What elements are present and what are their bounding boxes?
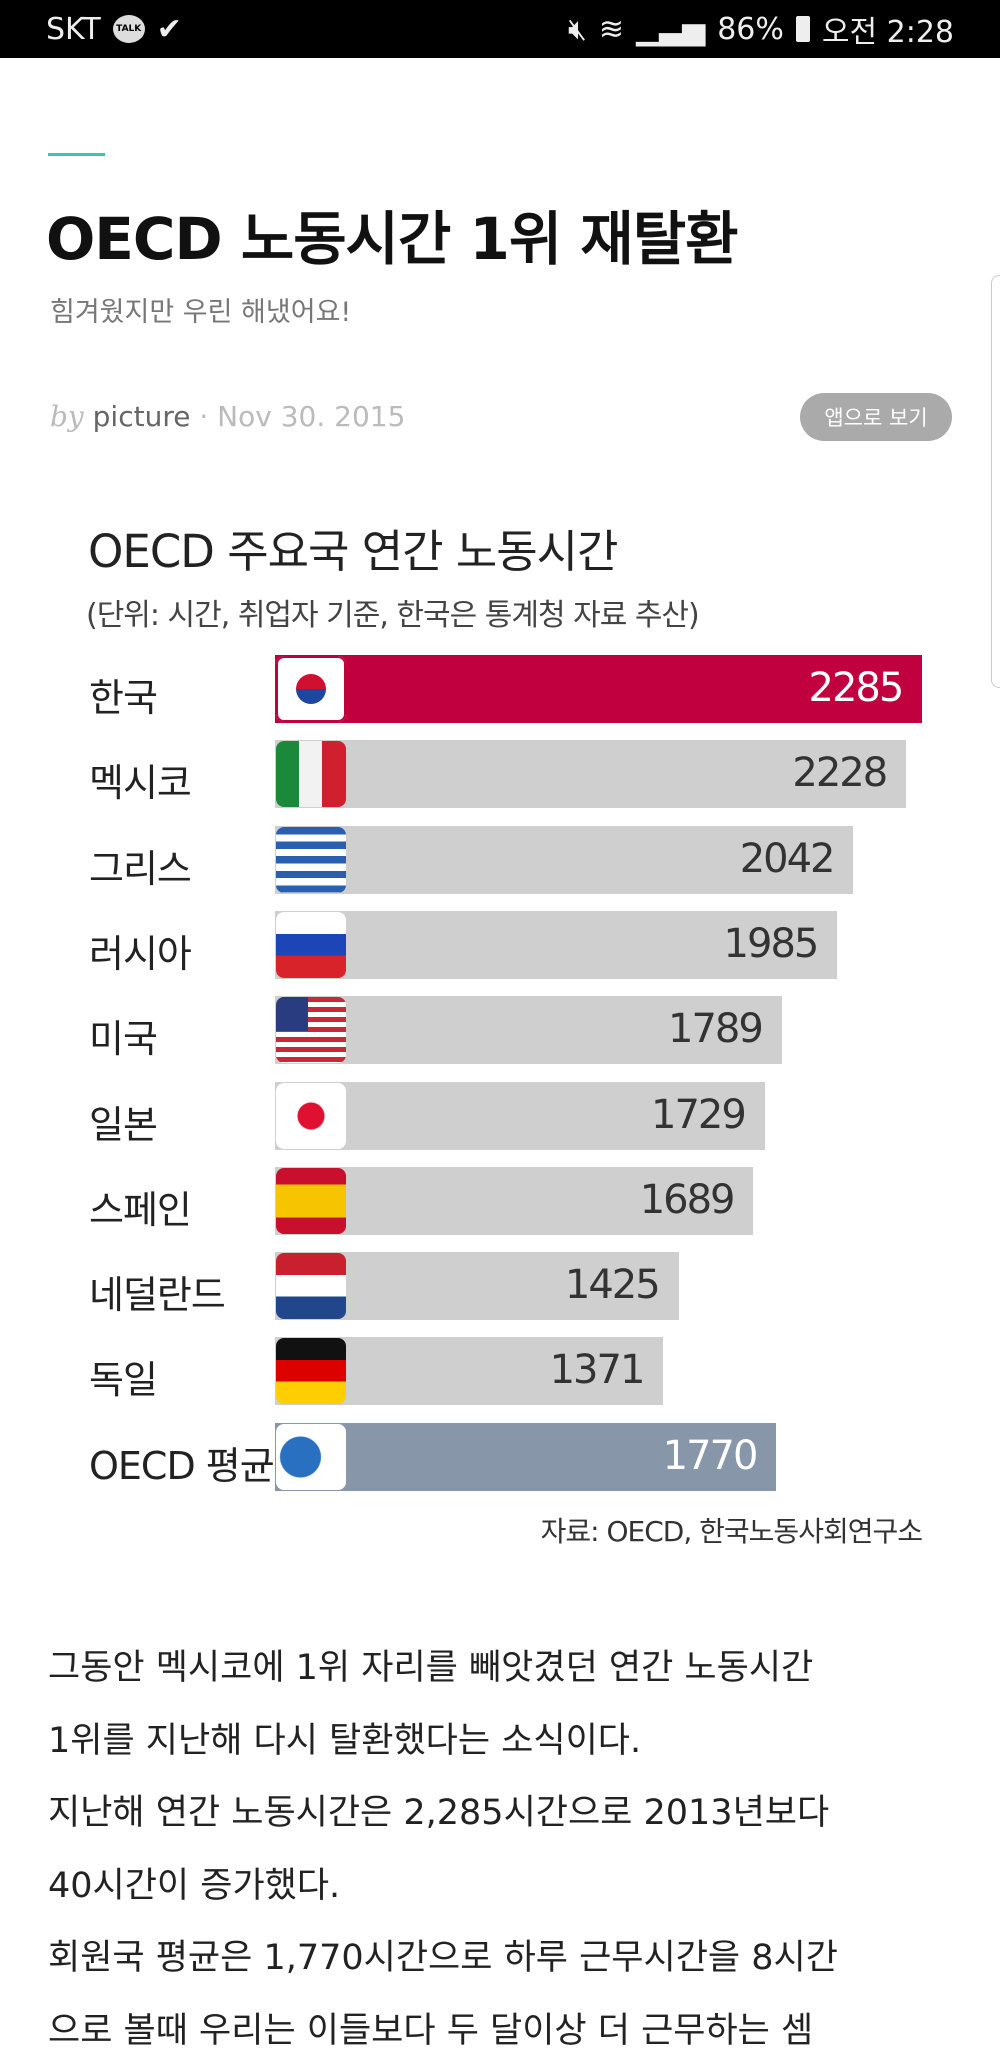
mexico-flag-icon — [276, 741, 346, 807]
bar-usa: 1789 — [275, 996, 782, 1064]
category-label: OECD 평균 — [89, 1435, 274, 1490]
article-title: OECD 노동시간 1위 재탈환 — [46, 192, 737, 276]
bar-row: 한국 2285 — [0, 655, 1000, 725]
bar-value-label: 1789 — [668, 1006, 762, 1052]
bar-row: 네덜란드 1425 — [0, 1252, 1000, 1322]
byline: by picture · Nov 30. 2015 — [50, 400, 405, 433]
bar-oecd: 1770 — [275, 1423, 776, 1491]
body-line: 지난해 연간 노동시간은 2,285시간으로 2013년보다 — [48, 1777, 968, 1850]
russia-flag-icon — [276, 912, 346, 978]
chart-title: OECD 주요국 연간 노동시간 — [88, 515, 617, 580]
wifi-icon: ≋ — [599, 12, 624, 47]
article-subtitle: 힘겨웠지만 우린 해냈어요! — [50, 290, 351, 329]
category-label: 일본 — [89, 1094, 157, 1149]
kakaotalk-icon: TALK — [113, 15, 145, 43]
chart-source: 자료: OECD, 한국노동사회연구소 — [541, 1510, 922, 1550]
japan-flag-icon — [276, 1083, 346, 1149]
category-label: 스페인 — [89, 1179, 191, 1234]
scrollbar[interactable] — [991, 275, 1000, 688]
body-line: 40시간이 증가했다. — [48, 1850, 968, 1923]
open-in-app-button[interactable]: 앱으로 보기 — [800, 393, 952, 441]
battery-percent: 86% — [717, 12, 784, 47]
netherlands-flag-icon — [276, 1253, 346, 1319]
bar-value-label: 1985 — [724, 921, 818, 967]
bar-value-label: 1770 — [663, 1433, 757, 1479]
germany-flag-icon — [276, 1338, 346, 1404]
bar-korea: 2285 — [275, 655, 922, 723]
bar-row: 독일 1371 — [0, 1337, 1000, 1407]
bar-greece: 2042 — [275, 826, 853, 894]
author-link[interactable]: picture — [93, 400, 191, 433]
check-download-icon: ✔ — [157, 12, 182, 47]
bar-russia: 1985 — [275, 911, 837, 979]
bar-value-label: 1371 — [550, 1347, 644, 1393]
bar-row: OECD 평균 1770 — [0, 1423, 1000, 1493]
clock: 오전 2:28 — [822, 7, 954, 51]
bar-row: 일본 1729 — [0, 1082, 1000, 1152]
status-bar: SKT TALK ✔ 🔇︎ ≋ ▁▃▅ 86% 오전 2:28 — [0, 0, 1000, 58]
signal-icon: ▁▃▅ — [636, 12, 705, 47]
korea-flag-icon — [276, 656, 346, 722]
bar-row: 그리스 2042 — [0, 826, 1000, 896]
greece-flag-icon — [276, 827, 346, 893]
battery-icon — [796, 16, 810, 42]
bar-mexico: 2228 — [275, 740, 906, 808]
bar-row: 스페인 1689 — [0, 1167, 1000, 1237]
mute-icon: 🔇︎ — [568, 12, 587, 47]
category-label: 러시아 — [89, 923, 191, 978]
category-label: 멕시코 — [89, 752, 191, 807]
category-label: 그리스 — [89, 838, 191, 893]
bar-value-label: 1425 — [565, 1262, 659, 1308]
bar-value-label: 2228 — [792, 750, 886, 796]
category-label: 독일 — [89, 1349, 157, 1404]
bar-value-label: 1689 — [640, 1177, 734, 1223]
body-line: 그동안 멕시코에 1위 자리를 빼앗겼던 연간 노동시간 — [48, 1632, 968, 1705]
category-label: 미국 — [89, 1008, 157, 1063]
spain-flag-icon — [276, 1168, 346, 1234]
bar-value-label: 1729 — [651, 1092, 745, 1138]
accent-divider — [48, 153, 105, 156]
body-line: 회원국 평균은 1,770시간으로 하루 근무시간을 8시간 — [48, 1922, 968, 1995]
bar-row: 러시아 1985 — [0, 911, 1000, 981]
bar-japan: 1729 — [275, 1082, 765, 1150]
carrier-label: SKT — [46, 12, 101, 47]
body-line: 1위를 지난해 다시 탈환했다는 소식이다. — [48, 1705, 968, 1778]
category-label: 한국 — [89, 667, 157, 722]
by-label: by — [50, 400, 84, 433]
chart-subtitle: (단위: 시간, 취업자 기준, 한국은 통계청 자료 추산) — [86, 590, 699, 634]
bar-value-label: 2285 — [809, 665, 903, 711]
publish-date: · Nov 30. 2015 — [199, 400, 405, 433]
body-line: 으로 볼때 우리는 이들보다 두 달이상 더 근무하는 셈 — [48, 1995, 968, 2067]
bar-row: 멕시코 2228 — [0, 740, 1000, 810]
bar-spain: 1689 — [275, 1167, 753, 1235]
usa-flag-icon — [276, 997, 346, 1063]
oecd-flag-icon — [276, 1424, 346, 1490]
bar-row: 미국 1789 — [0, 996, 1000, 1066]
category-label: 네덜란드 — [89, 1264, 225, 1319]
bar-value-label: 2042 — [740, 836, 834, 882]
